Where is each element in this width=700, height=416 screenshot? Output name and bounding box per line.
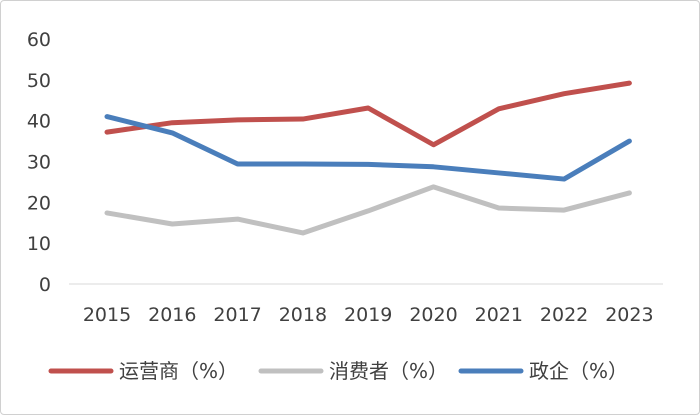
- x-tick-label: 2017: [213, 304, 261, 326]
- x-tick-label: 2020: [409, 304, 457, 326]
- y-tick-label: 20: [27, 192, 51, 214]
- y-tick-label: 0: [39, 274, 51, 296]
- x-tick-label: 2021: [475, 304, 523, 326]
- y-tick-label: 40: [27, 111, 51, 133]
- x-tick-label: 2015: [83, 304, 131, 326]
- legend-label-1: 消费者（%）: [329, 359, 448, 383]
- x-tick-label: 2019: [344, 304, 392, 326]
- x-tick-label: 2023: [605, 304, 653, 326]
- legend-label-2: 政企（%）: [529, 359, 628, 383]
- series-line-1: [107, 187, 629, 233]
- y-tick-label: 30: [27, 152, 51, 174]
- x-tick-label: 2018: [279, 304, 327, 326]
- legend-label-0: 运营商（%）: [119, 359, 238, 383]
- x-tick-label: 2022: [540, 304, 588, 326]
- series-line-0: [107, 83, 629, 145]
- x-tick-label: 2016: [148, 304, 196, 326]
- y-tick-label: 60: [27, 29, 51, 51]
- series-line-2: [107, 117, 629, 179]
- y-tick-label: 50: [27, 70, 51, 92]
- y-tick-label: 10: [27, 233, 51, 255]
